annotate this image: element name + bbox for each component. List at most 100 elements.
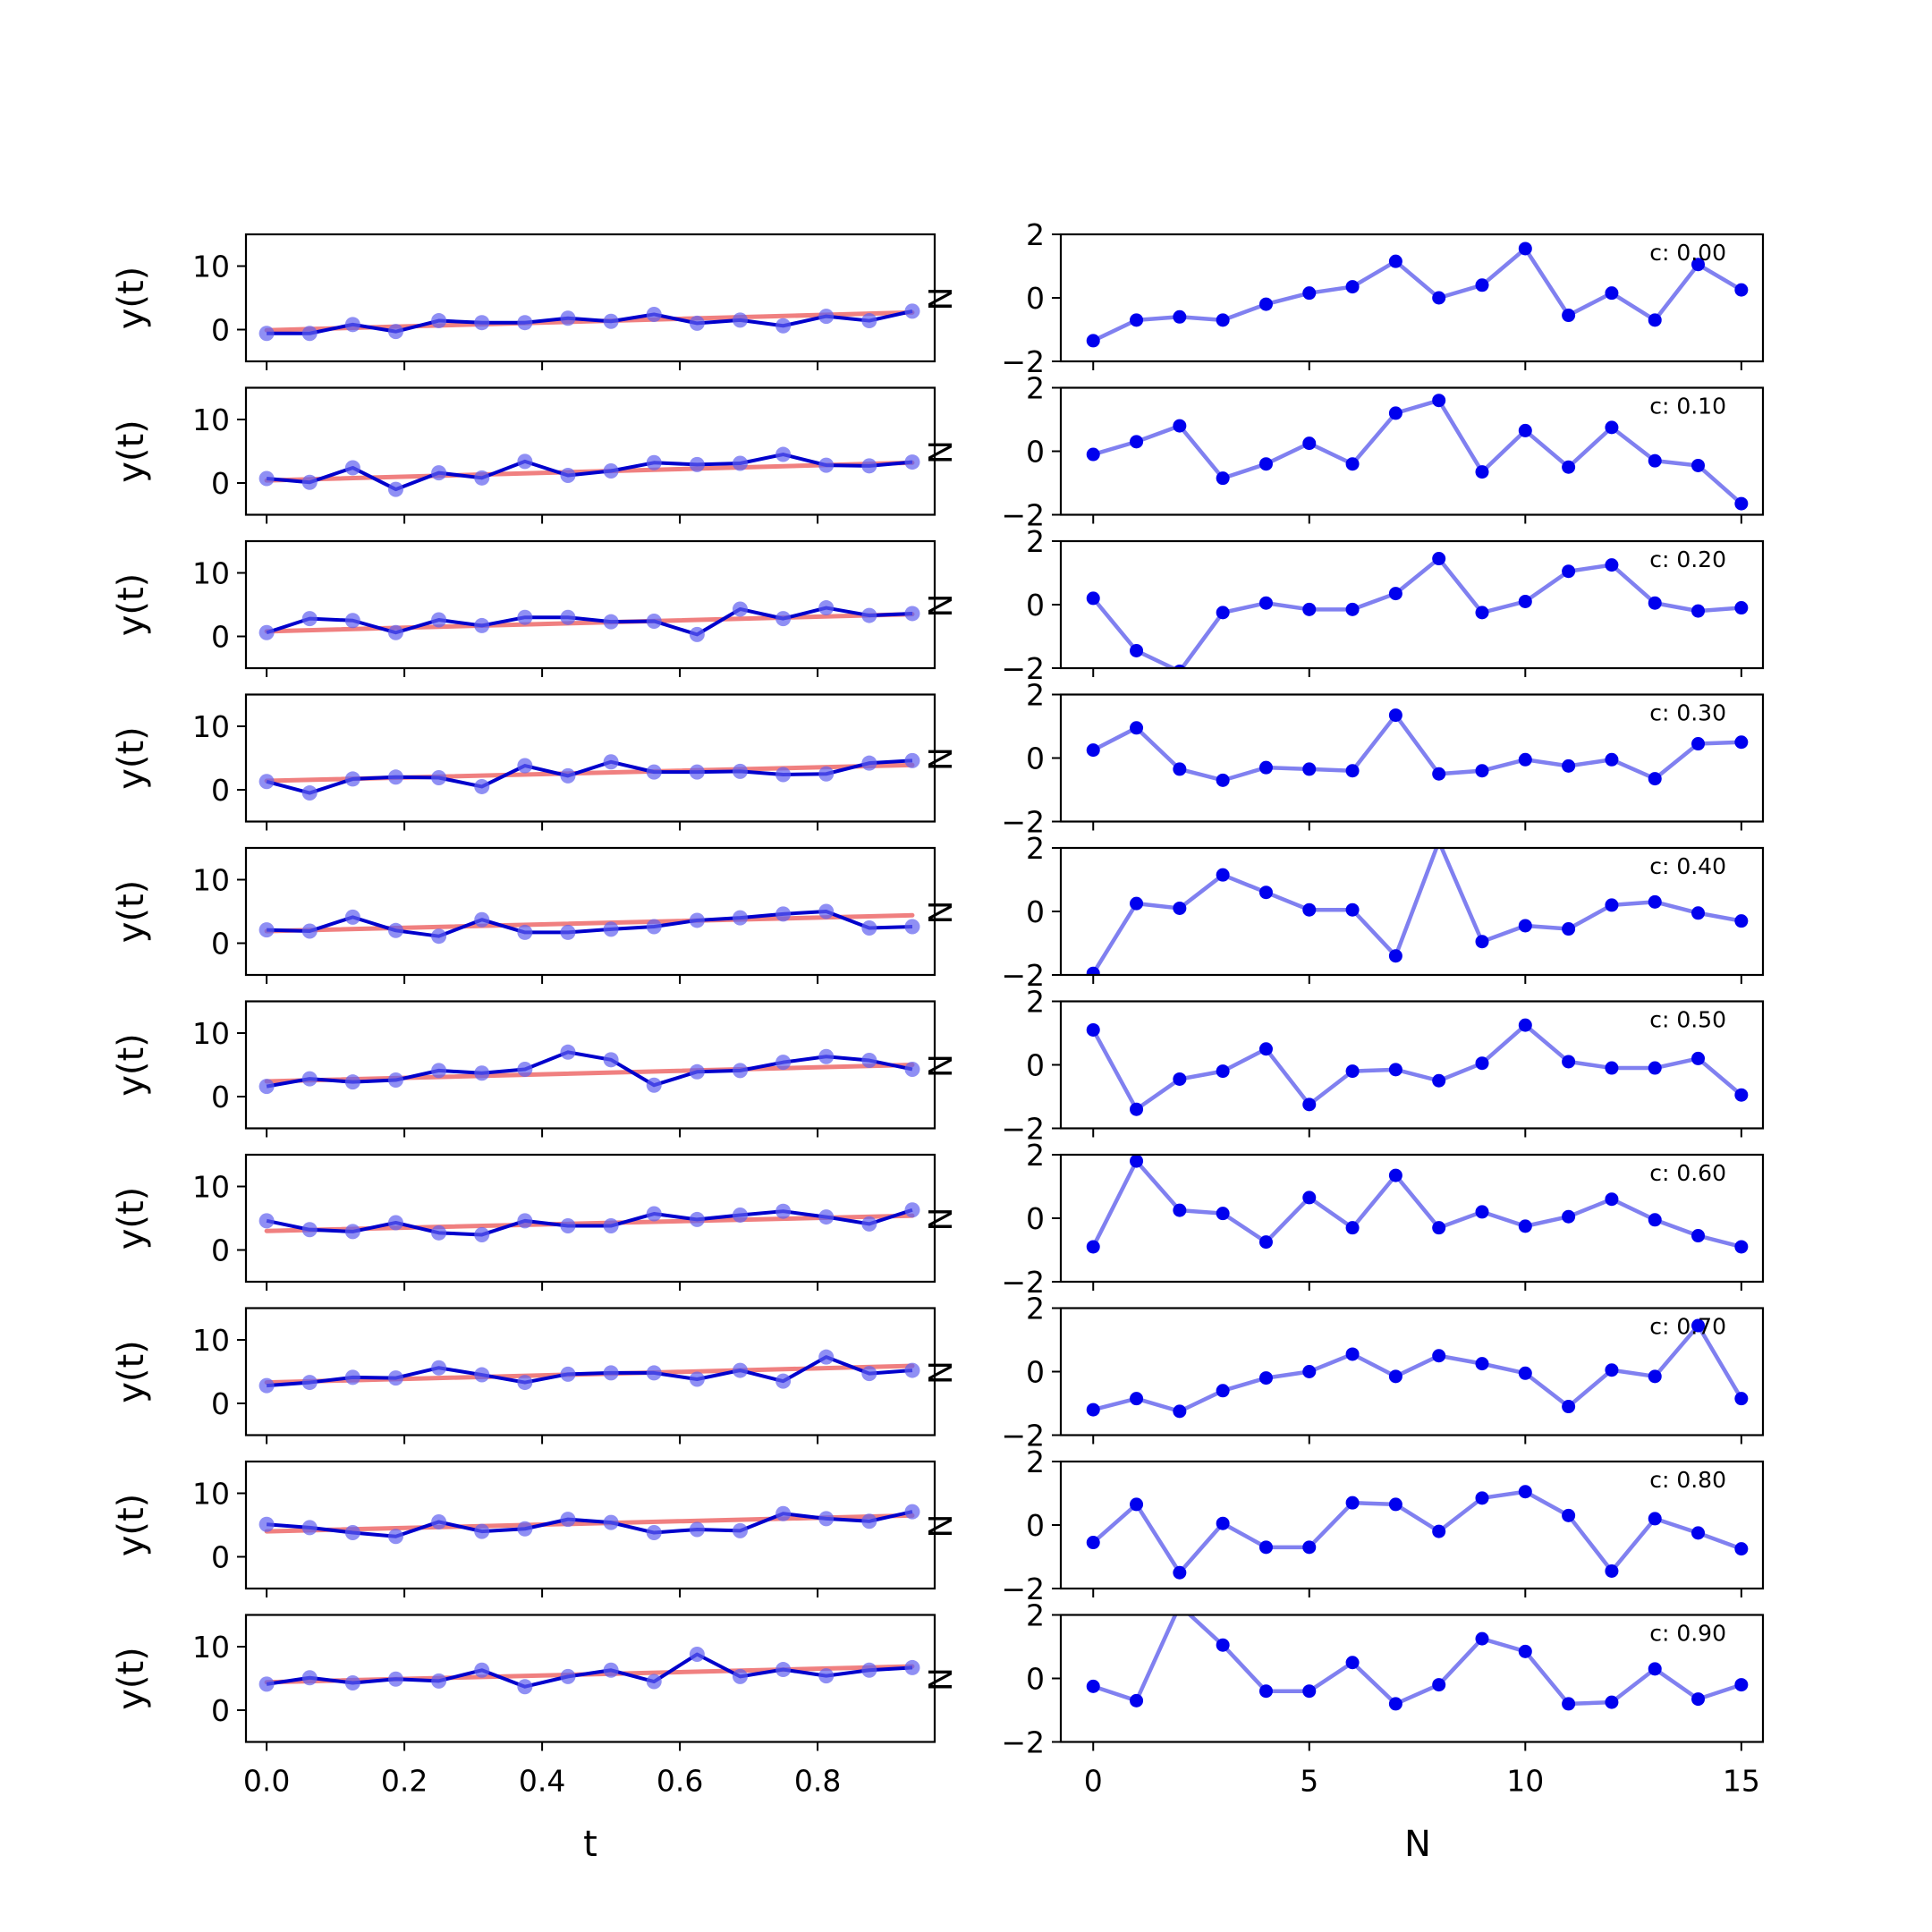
- y-tick-label: −2: [1001, 344, 1045, 379]
- data-point: [517, 609, 533, 625]
- data-point: [775, 1662, 792, 1678]
- residual-point: [1734, 1392, 1749, 1406]
- residual-point: [1173, 1072, 1187, 1086]
- left-plot-area: [258, 1349, 920, 1394]
- residual-point: [1086, 591, 1100, 606]
- y-tick-label: 0: [211, 1540, 230, 1575]
- left-subplot-row-6: 0 10 y(t): [111, 1153, 936, 1291]
- y-tick-label: 10: [192, 1323, 230, 1358]
- series-annotation: c: 0.20: [1649, 547, 1726, 572]
- data-point: [560, 1366, 576, 1382]
- data-point: [258, 774, 275, 790]
- right-plot-area: [1086, 1318, 1749, 1419]
- residual-point: [1518, 594, 1532, 608]
- residual-point: [1691, 737, 1706, 751]
- left-subplot-row-8: 0 10 y(t): [111, 1460, 936, 1597]
- residual-point: [1475, 764, 1489, 778]
- residual-point: [1388, 406, 1402, 420]
- data-point: [387, 624, 403, 640]
- residual-point: [1258, 760, 1273, 775]
- data-line: [266, 1510, 913, 1538]
- residual-point: [1691, 458, 1706, 472]
- data-point: [646, 454, 662, 470]
- residual-point: [1216, 313, 1230, 327]
- residual-point: [1518, 752, 1532, 767]
- residual-point: [1691, 906, 1706, 920]
- data-point: [904, 454, 920, 470]
- data-point: [258, 1377, 275, 1394]
- residual-point: [1432, 1073, 1446, 1088]
- data-point: [474, 778, 490, 794]
- residual-point: [1475, 1491, 1489, 1505]
- residual-point: [1216, 868, 1230, 882]
- residual-point: [1734, 1678, 1749, 1692]
- data-point: [861, 755, 877, 771]
- data-line: [266, 453, 913, 492]
- residual-point: [1173, 419, 1187, 433]
- data-point: [904, 1504, 920, 1520]
- data-point: [517, 1521, 533, 1537]
- series-annotation: c: 0.50: [1649, 1007, 1726, 1033]
- residual-point: [1605, 1695, 1619, 1709]
- data-point: [517, 1679, 533, 1695]
- data-point: [387, 324, 403, 340]
- right-plot-area: [1086, 848, 1749, 975]
- y-tick-label: −2: [1001, 651, 1045, 686]
- data-point: [861, 1053, 877, 1069]
- left-subplot-row-3: 0 10 y(t): [111, 693, 936, 831]
- right-y-axis-label-fragment: N: [923, 1514, 960, 1538]
- right-plot-area: [1086, 1485, 1749, 1580]
- data-point: [646, 613, 662, 629]
- x-tick-label: 0.8: [794, 1764, 841, 1799]
- residual-point: [1648, 894, 1662, 909]
- residual-point: [1216, 606, 1230, 620]
- data-point: [387, 1370, 403, 1386]
- data-point: [818, 1048, 835, 1064]
- residual-point: [1302, 1191, 1317, 1205]
- residual-point: [1691, 1526, 1706, 1540]
- data-point: [258, 624, 275, 640]
- left-axes-frame: [244, 846, 936, 977]
- data-point: [603, 754, 619, 770]
- data-point: [431, 313, 447, 329]
- residual-point: [1648, 1061, 1662, 1075]
- series-annotation: c: 0.10: [1649, 394, 1726, 419]
- residual-point: [1086, 966, 1100, 975]
- data-point: [732, 1063, 748, 1079]
- residual-point: [1258, 1235, 1273, 1250]
- residual-line: [1091, 848, 1742, 975]
- data-point: [560, 1668, 576, 1684]
- data-point: [301, 1520, 318, 1536]
- y-tick-label: 0: [211, 466, 230, 501]
- left-subplot-row-7: 0 10 y(t): [111, 1307, 936, 1445]
- data-point: [387, 1072, 403, 1089]
- residual-point: [1130, 1102, 1144, 1116]
- data-point: [775, 611, 792, 627]
- right-subplot-row-1: c: 0.10 −2 0 2 N: [923, 371, 1765, 533]
- y-tick-label: −2: [1001, 498, 1045, 533]
- data-point: [344, 1674, 360, 1690]
- data-point: [474, 911, 490, 928]
- series-annotation: c: 0.60: [1649, 1160, 1726, 1186]
- data-point: [603, 614, 619, 630]
- residual-point: [1130, 1497, 1144, 1512]
- data-point: [646, 919, 662, 935]
- residual-point: [1648, 596, 1662, 610]
- residual-point: [1562, 758, 1576, 773]
- series-annotation: c: 0.30: [1649, 700, 1726, 726]
- fit-line: [264, 912, 915, 934]
- data-point: [646, 764, 662, 780]
- data-point: [603, 1662, 619, 1678]
- y-tick-label: 0: [211, 773, 230, 808]
- y-tick-label: 0: [1026, 588, 1045, 623]
- data-point: [818, 1209, 835, 1225]
- data-point: [732, 1207, 748, 1223]
- residual-point: [1562, 1209, 1576, 1224]
- residual-point: [1345, 764, 1360, 778]
- data-point: [646, 1206, 662, 1222]
- data-point: [560, 609, 576, 625]
- residual-point: [1216, 1207, 1230, 1221]
- residual-point: [1130, 1392, 1144, 1406]
- data-point: [344, 909, 360, 925]
